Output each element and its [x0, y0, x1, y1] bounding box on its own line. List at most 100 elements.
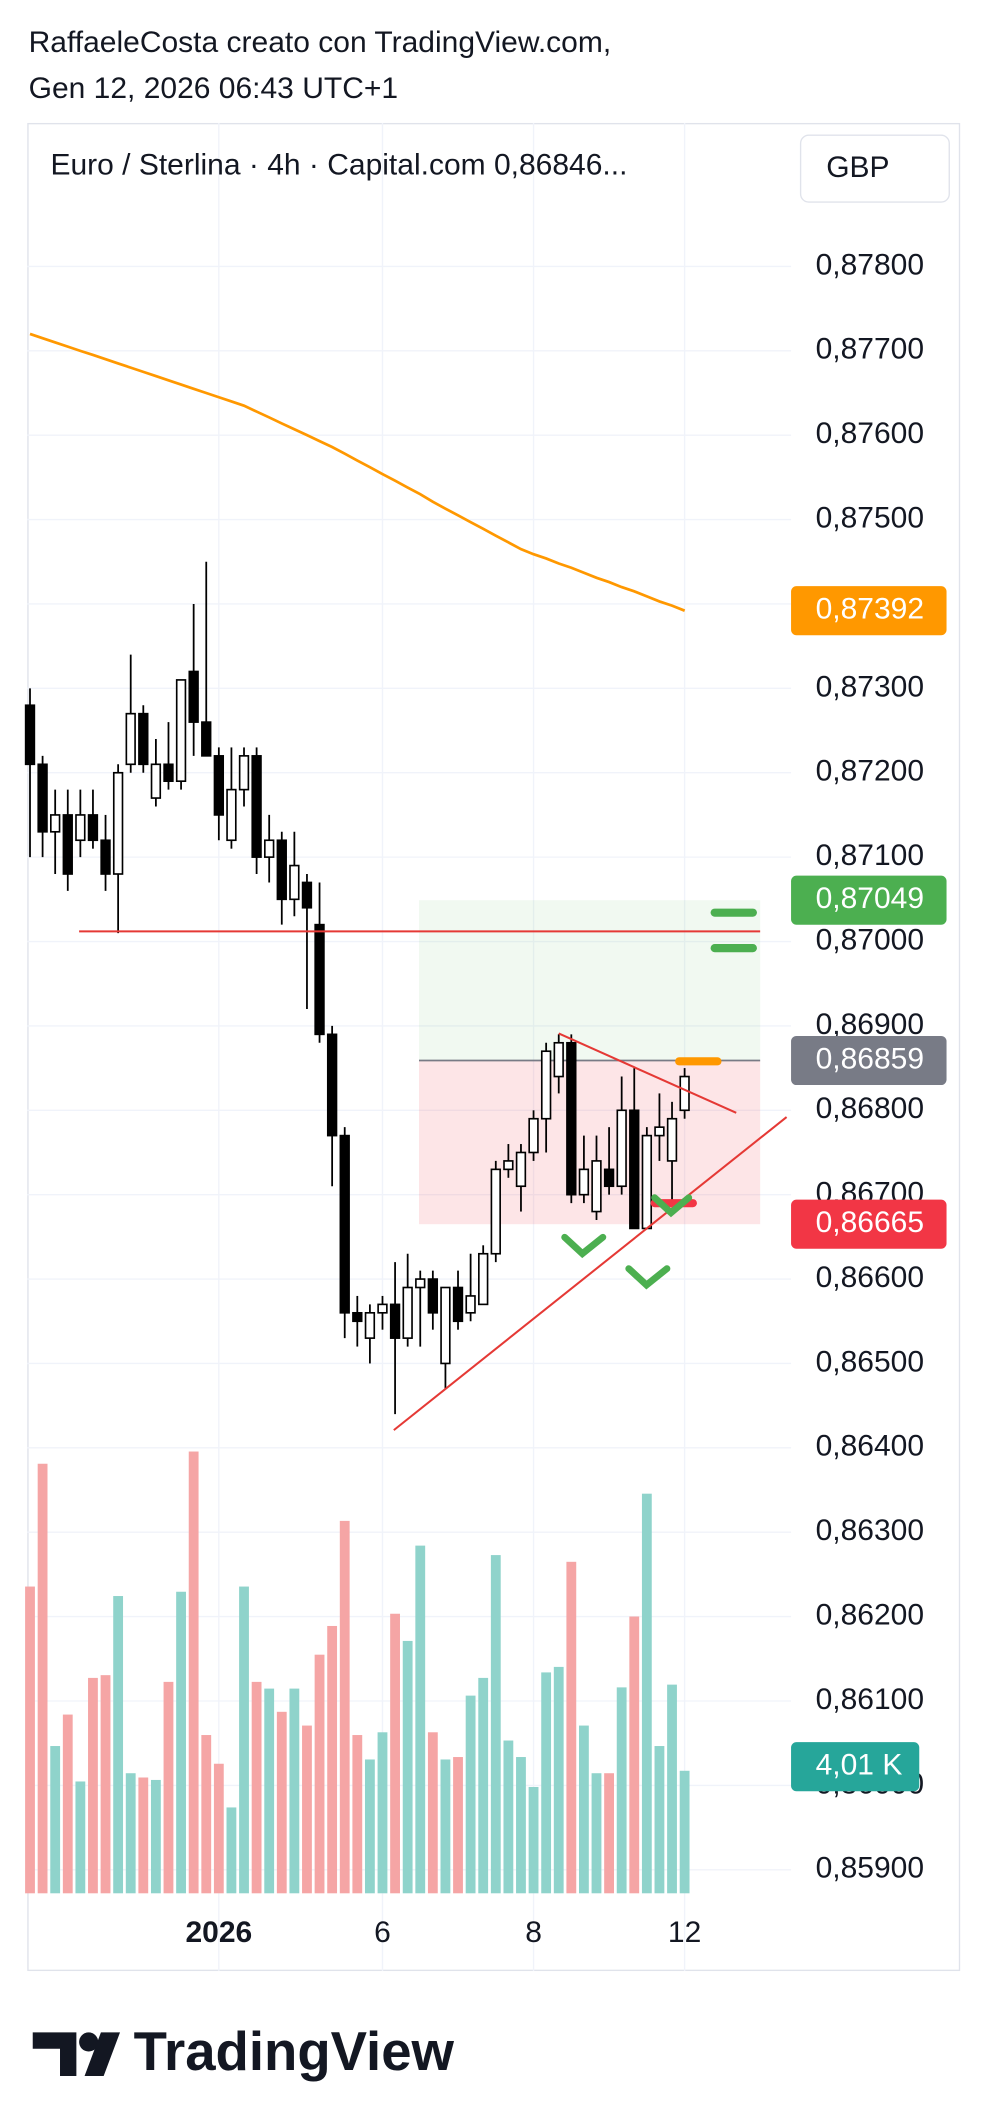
volume-bar: [516, 1757, 526, 1894]
candle-body: [352, 1311, 363, 1323]
candle-body: [339, 1134, 350, 1314]
candle-body: [641, 1134, 653, 1230]
y-tick-label: 0,85900: [816, 1852, 924, 1885]
volume-bar: [88, 1677, 98, 1894]
volume-bar: [50, 1746, 61, 1894]
y-tick-label: 0,87500: [816, 502, 924, 535]
volume-bar: [528, 1786, 539, 1894]
price-axis: 0,878000,877000,876000,875000,874000,873…: [185, 248, 947, 1949]
logo-mark: [79, 2032, 99, 2052]
volume: [25, 1451, 690, 1894]
volume-bar: [100, 1675, 111, 1894]
volume-bar: [264, 1688, 275, 1894]
candle-body: [326, 1033, 338, 1137]
candle-body: [364, 1311, 376, 1339]
y-tick-label: 0,86600: [816, 1261, 924, 1294]
volume-bar: [390, 1613, 400, 1894]
volume-bar: [566, 1561, 577, 1894]
candle-body: [540, 1050, 552, 1120]
logo-mark: [84, 2032, 121, 2077]
candle-body: [553, 1041, 564, 1078]
candle-body: [528, 1117, 539, 1154]
volume-bar: [415, 1545, 426, 1894]
currency[interactable]: GBP: [826, 151, 889, 184]
candle-body: [566, 1041, 577, 1196]
volume-bar: [654, 1746, 665, 1894]
candle-body: [402, 1286, 413, 1339]
volume-bar: [616, 1687, 627, 1894]
volume-bar: [667, 1684, 677, 1894]
volume-bar: [541, 1672, 552, 1894]
position: [418, 900, 761, 1225]
volume-bar: [201, 1735, 212, 1894]
candle-body: [415, 1278, 426, 1289]
x-tick-label: 2026: [185, 1916, 252, 1949]
logo: TradingView: [32, 2021, 455, 2082]
candle-body: [427, 1278, 439, 1314]
candle-body: [616, 1109, 627, 1188]
volume-bar: [377, 1732, 388, 1894]
volume-bar: [453, 1757, 463, 1894]
volume-bar: [113, 1596, 124, 1894]
target-zone: [418, 900, 761, 1061]
stop-zone: [418, 1060, 761, 1225]
volume-bar: [629, 1616, 640, 1894]
candle-body: [478, 1252, 489, 1306]
candle-body: [188, 670, 199, 723]
volume-bar: [427, 1732, 438, 1894]
candle-body: [515, 1151, 527, 1188]
stop-label: 0,86665: [816, 1206, 924, 1239]
candle-body: [654, 1126, 665, 1137]
volume-bar: [591, 1773, 602, 1894]
candle-body: [150, 763, 162, 799]
volume-bar: [490, 1555, 501, 1894]
currency-button[interactable]: [799, 134, 950, 203]
check-mark: [651, 1194, 693, 1218]
volume-bar: [679, 1770, 690, 1894]
entry-badge: [791, 1035, 947, 1086]
y-tick-label: 0,87200: [816, 755, 924, 788]
ma-label: 0,87392: [816, 593, 924, 626]
y-tick-label: 0,87000: [816, 923, 924, 956]
candle-body: [50, 814, 61, 833]
volume-bar: [37, 1463, 48, 1894]
candle-body: [389, 1303, 401, 1339]
candle-body: [251, 755, 262, 858]
candle-body: [276, 839, 287, 901]
candle-body: [125, 712, 136, 766]
candle-body: [163, 763, 174, 782]
volume-bar: [62, 1714, 73, 1894]
volume-bar: [176, 1591, 186, 1894]
y-tick-label: 0,86900: [816, 1008, 924, 1041]
y-tick-label: 0,86300: [816, 1514, 924, 1547]
candle-body: [264, 839, 275, 858]
candle-body: [87, 814, 99, 842]
overlays: [29, 332, 788, 1431]
markers: [561, 908, 757, 1290]
y-tick-label: 0,86400: [816, 1430, 924, 1463]
candle-body: [503, 1160, 514, 1171]
volume-bar: [150, 1779, 161, 1894]
candle-body: [37, 763, 48, 833]
volume-bar: [276, 1711, 287, 1894]
x-tick-label: 6: [374, 1916, 391, 1949]
volume-bar: [188, 1451, 199, 1894]
volume-bar: [239, 1586, 249, 1894]
y-tick-label: 0,86500: [816, 1345, 924, 1378]
volume-bar: [163, 1681, 174, 1894]
volume-bar: [478, 1677, 489, 1894]
volume-bar: [25, 1586, 35, 1894]
candle-body: [465, 1295, 476, 1314]
volume-bar: [339, 1520, 350, 1894]
y-tick-label: 0,86800: [816, 1092, 924, 1125]
volume-bar: [503, 1740, 514, 1894]
y-tick-label: 0,87300: [816, 670, 924, 703]
volume-bar: [75, 1781, 86, 1894]
check-mark: [561, 1233, 607, 1259]
y-tick-label: 0,87100: [816, 839, 924, 872]
entry-label: 0,86859: [816, 1042, 924, 1075]
x-tick-label: 8: [525, 1916, 542, 1949]
candle-body: [213, 755, 225, 816]
volume-bar: [578, 1725, 589, 1894]
volume-bar: [314, 1654, 325, 1894]
